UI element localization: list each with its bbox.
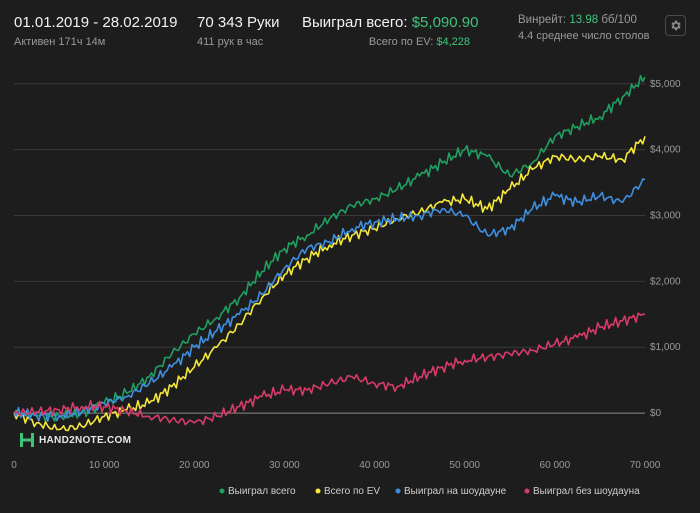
ev-label: Всего по EV:	[368, 36, 434, 48]
y-tick-label: $0	[650, 408, 662, 419]
hands-block: 70 343 Руки 411 рук в час	[197, 14, 280, 48]
settings-button[interactable]	[665, 15, 686, 36]
won-value: $5,090.90	[411, 14, 479, 31]
legend-label: Всего по EV	[324, 486, 380, 497]
hands-count: 70 343 Руки	[197, 14, 280, 31]
winrate-value: 13.98	[569, 14, 599, 26]
legend-marker	[219, 488, 225, 494]
y-tick-label: $5,000	[650, 79, 681, 90]
x-tick-label: 0	[11, 460, 17, 471]
legend-label: Выиграл без шоудауна	[533, 485, 640, 497]
x-tick-label: 70 000	[630, 460, 661, 471]
legend-marker	[395, 488, 401, 494]
y-tick-label: $1,000	[650, 342, 681, 353]
legend-label: Выиграл на шоудауне	[404, 486, 507, 497]
stats-header: 01.01.2019 - 28.02.2019 Активен 171ч 14м…	[0, 0, 700, 52]
won-label: Выиграл всего:	[302, 14, 408, 31]
gear-icon	[671, 20, 681, 31]
x-tick-label: 30 000	[269, 460, 300, 471]
active-time: Активен 171ч 14м	[14, 36, 106, 48]
chart-container: $0 $1,000 $2,000 $3,000 $4,000 $5,000 0 10 000 2…	[0, 52, 700, 508]
ev-value: $4,228	[436, 36, 470, 48]
legend-label: Выиграл всего	[228, 486, 296, 497]
x-tick-label: 50 000	[449, 460, 480, 471]
date-range[interactable]: 01.01.2019 - 28.02.2019	[14, 14, 178, 31]
won-total: Выиграл всего: $5,090.90	[302, 14, 478, 31]
x-tick-label: 10 000	[89, 460, 120, 471]
series-line	[13, 312, 645, 426]
winnings-block: Выиграл всего: $5,090.90 Всего по EV: $4…	[302, 14, 478, 48]
hand2note-logo: HAND2NOTE.COM	[19, 432, 131, 448]
x-tick-label: 60 000	[540, 460, 571, 471]
winrate-label: Винрейт:	[518, 14, 567, 26]
x-tick-label: 40 000	[359, 460, 390, 471]
hands-per-hour: 411 рук в час	[197, 36, 264, 48]
series-line	[13, 136, 646, 432]
winrate-unit: бб/100	[601, 14, 637, 26]
series-line	[13, 178, 646, 422]
ev-total: Всего по EV: $4,228	[302, 36, 470, 48]
legend-marker	[315, 488, 321, 494]
x-tick-label: 20 000	[179, 460, 210, 471]
legend-marker	[524, 488, 530, 494]
winrate: Винрейт: 13.98 бб/100	[518, 14, 650, 26]
winrate-block: Винрейт: 13.98 бб/100 4.4 среднее число …	[518, 14, 650, 42]
profit-chart: $0 $1,000 $2,000 $3,000 $4,000 $5,000 0 10 000 2…	[11, 74, 681, 497]
avg-tables: 4.4 среднее число столов	[518, 30, 650, 42]
y-tick-label: $2,000	[650, 276, 681, 287]
y-tick-label: $4,000	[650, 145, 681, 156]
hand2note-logo-icon	[20, 433, 34, 447]
date-block: 01.01.2019 - 28.02.2019 Активен 171ч 14м	[14, 14, 177, 48]
y-tick-label: $3,000	[650, 210, 681, 221]
logo-text: HAND2NOTE.COM	[39, 434, 132, 446]
series-line	[13, 74, 646, 422]
